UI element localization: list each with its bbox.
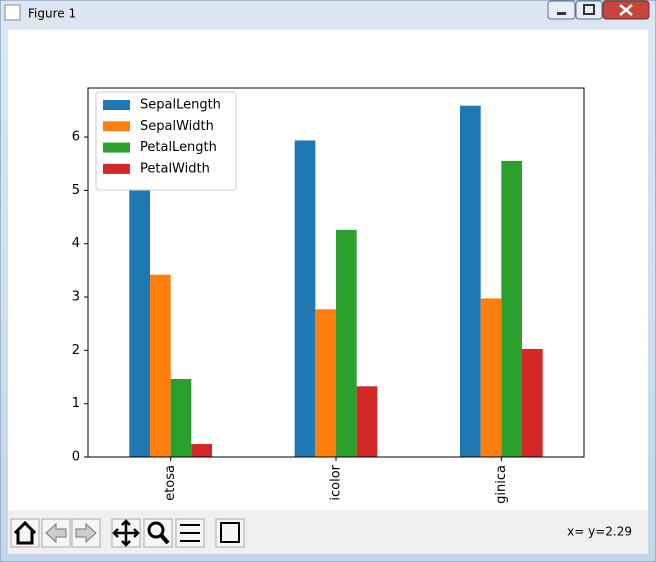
zoom-icon — [147, 521, 165, 539]
toolbar-buttons[interactable] — [10, 518, 245, 548]
maximize-icon — [583, 4, 595, 15]
bar — [460, 105, 481, 458]
bar — [315, 309, 336, 457]
bar — [336, 229, 357, 457]
axes-frame — [87, 87, 585, 458]
bar — [501, 160, 522, 457]
y-tick-label: 1 — [72, 396, 80, 411]
y-tick-label: 6 — [72, 130, 80, 145]
legend-label: SepalWidth — [140, 119, 214, 134]
legend-label: PetalLength — [140, 140, 217, 155]
legend-swatch — [103, 121, 130, 132]
status-text: x= y=2.29 — [567, 525, 632, 539]
plot-area: 0 1 2 3 4 5 6 etosa icolor ginica SepalLength Sepal… — [72, 87, 585, 504]
x-tick-label: ginica — [494, 465, 509, 504]
y-tick-label: 3 — [72, 290, 80, 305]
home-icon — [13, 520, 37, 545]
legend-swatch — [103, 163, 130, 174]
app-icon — [4, 4, 21, 21]
x-tick-label: icolor — [329, 464, 344, 500]
minimize-icon — [557, 12, 566, 15]
y-tick-label: 5 — [72, 183, 80, 198]
minimize-button[interactable] — [547, 0, 576, 20]
bar — [294, 140, 316, 457]
legend-label: SepalLength — [140, 98, 221, 113]
back-icon — [45, 522, 67, 544]
bar — [129, 190, 150, 457]
bar — [170, 378, 192, 457]
pan-icon — [112, 519, 140, 547]
y-tick-label: 4 — [72, 236, 80, 251]
zoom-icon-handle — [159, 533, 170, 545]
maximize-button[interactable] — [575, 0, 603, 20]
bar — [522, 348, 543, 457]
window-controls[interactable] — [547, 0, 650, 20]
bar — [356, 386, 378, 457]
window-title: Figure 1 — [28, 7, 76, 21]
bar — [150, 274, 171, 457]
forward-icon — [75, 522, 97, 544]
x-tick-label: etosa — [163, 465, 178, 501]
y-tick-label: 2 — [72, 343, 80, 358]
close-icon — [619, 4, 633, 16]
bar — [191, 443, 212, 457]
legend-box — [95, 91, 237, 191]
legend-swatch — [103, 100, 130, 110]
legend-label: PetalWidth — [140, 161, 210, 176]
configure-icon — [180, 524, 200, 542]
legend-swatch — [103, 142, 130, 153]
toolbar — [8, 510, 648, 554]
save-icon — [220, 522, 240, 543]
y-tick-label: 0 — [72, 450, 80, 465]
bar — [480, 298, 502, 457]
